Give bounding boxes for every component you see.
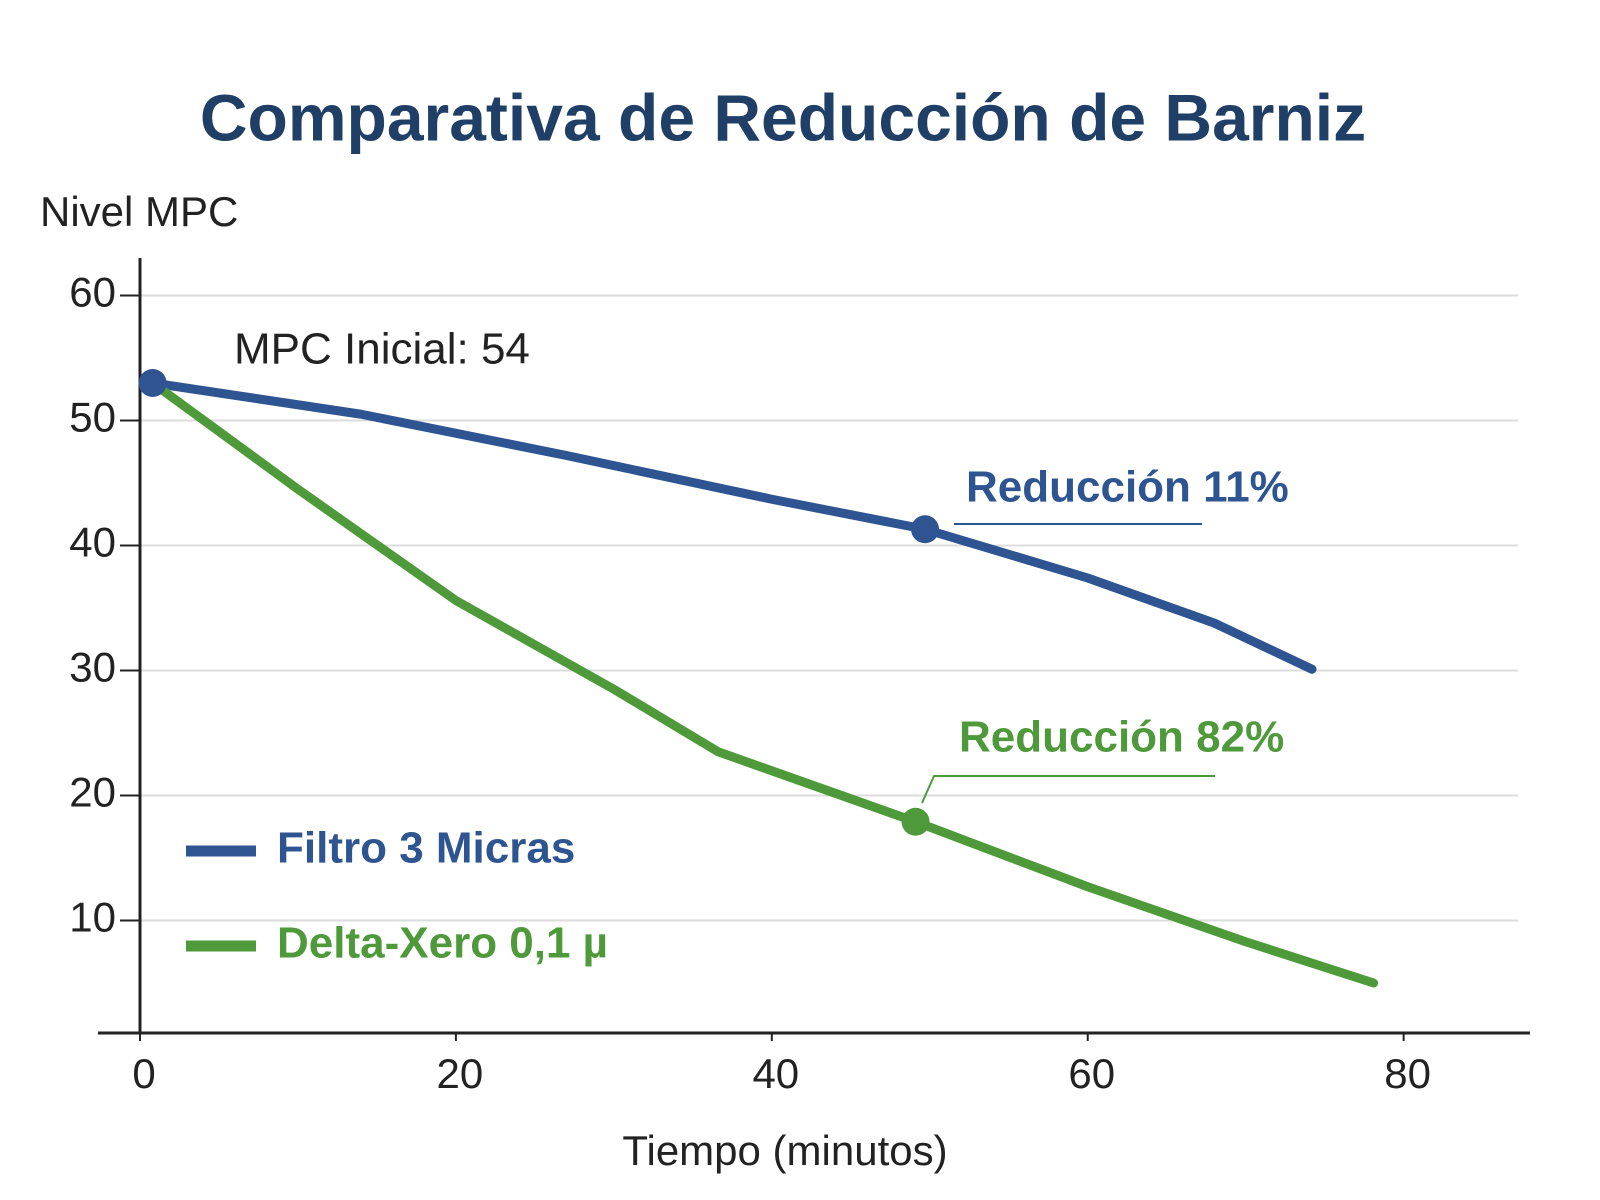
chart-title: Comparativa de Reducción de Barniz xyxy=(200,80,1366,154)
y-tick-label: 10 xyxy=(69,894,116,941)
y-tick-label: 50 xyxy=(69,394,116,441)
y-tick-label: 40 xyxy=(69,519,116,566)
series-line xyxy=(148,378,1379,988)
annotation-dot xyxy=(911,515,940,544)
y-axis-label: Nivel MPC xyxy=(40,188,238,235)
annotation-dot xyxy=(901,807,930,836)
x-tick-label: 60 xyxy=(1068,1050,1115,1097)
x-tick-label: 0 xyxy=(132,1050,155,1097)
x-tick-label: 80 xyxy=(1384,1050,1431,1097)
series-line xyxy=(148,378,1317,674)
annotation-label: Reducción 11% xyxy=(966,463,1289,512)
annotation-dot xyxy=(138,369,167,397)
y-tick-label: 60 xyxy=(69,269,116,316)
legend-label: Filtro 3 Micras xyxy=(277,824,575,873)
annotation-label: Reducción 82% xyxy=(959,713,1284,762)
x-tick-label: 20 xyxy=(437,1050,484,1097)
y-tick-label: 20 xyxy=(69,769,116,816)
y-tick-label: 30 xyxy=(69,644,116,691)
annotation-label: MPC Inicial: 54 xyxy=(234,325,530,374)
x-axis-label: Tiempo (minutos) xyxy=(622,1127,947,1174)
x-tick-label: 40 xyxy=(752,1050,799,1097)
annotation-leader xyxy=(921,775,1215,804)
legend-label: Delta-Xero 0,1 µ xyxy=(277,919,608,968)
